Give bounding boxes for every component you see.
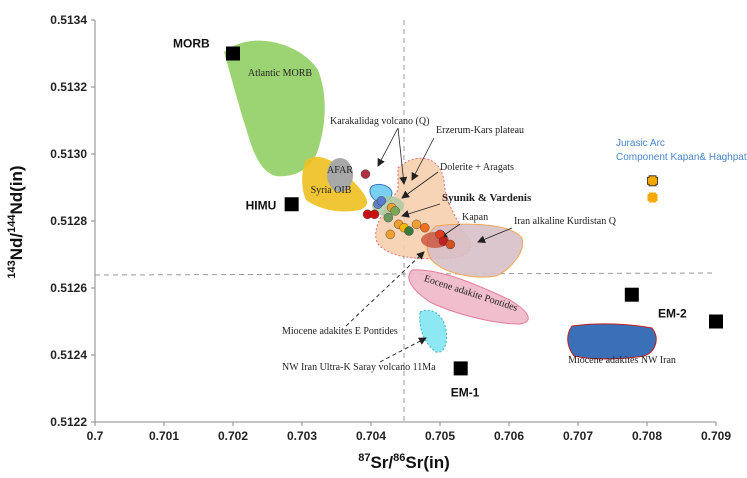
field-iran-alkaline-kurdistan (426, 223, 524, 278)
x-tick-label: 0.708 (632, 429, 662, 443)
field-eocene-adakite-pontides (408, 269, 529, 325)
field-saray-volcano (419, 309, 447, 353)
field-atlantic-morb (224, 40, 325, 177)
x-tick-label: 0.703 (287, 429, 317, 443)
y-axis-ticks: 0.5122 0.5124 0.5126 0.5128 0.5130 0.5132 0.51… (50, 13, 95, 429)
annotation-karakalidag: Karakalidag volcano (Q) (330, 116, 429, 127)
y-tick-label: 0.5122 (50, 415, 87, 429)
annotation-erzerum-kars: Erzerum-Kars plateau (436, 125, 524, 136)
end-member-marker (709, 314, 723, 329)
x-tick-label: 0.7 (87, 429, 104, 443)
end-member-label: EM-1 (451, 385, 480, 399)
annotation-iran-alkaline: Iran alkaline Kurdistan Q (514, 216, 617, 227)
annotation-saray-volcano: NW Iran Ultra-K Saray volcano 11Ma (282, 362, 436, 373)
x-tick-label: 0.706 (494, 429, 524, 443)
label-syria-oib: Syria OIB (311, 185, 352, 196)
sample-point (390, 206, 400, 216)
arrow-erzerum (411, 137, 435, 181)
arrow-karakalidag-2 (377, 127, 399, 167)
jurassic-arc-label-line1: Jurasic Arc (616, 138, 665, 149)
end-member-marker (226, 46, 240, 61)
sample-point (445, 239, 456, 250)
y-tick-label: 0.5134 (50, 13, 87, 27)
arrow-syunik (401, 203, 441, 218)
x-tick-label: 0.709 (701, 429, 731, 443)
y-tick-label: 0.5130 (50, 147, 87, 161)
jurassic-arc-point (647, 175, 658, 187)
arrow-e-pontides (345, 251, 425, 327)
x-tick-label: 0.704 (356, 429, 386, 443)
annotation-kapan: Kapan (462, 212, 488, 223)
annotation-miocene-e-pontides: Miocene adakites E Pontides (282, 326, 398, 337)
jurassic-arc-point (647, 192, 658, 203)
reference-line-y (94, 272, 717, 276)
x-tick-label: 0.705 (425, 429, 455, 443)
x-tick-label: 0.707 (563, 429, 593, 443)
x-axis-title: 87Sr/86Sr(in) (358, 452, 450, 472)
annotation-syunik-vardenis: Syunik & Vardenis (442, 192, 532, 204)
sample-point (385, 229, 396, 240)
arrow-saray (379, 337, 427, 363)
x-tick-label: 0.701 (149, 429, 179, 443)
end-member-label: HIMU (246, 198, 277, 212)
jurassic-arc-label-line2: Component Kapan& Haghpat (616, 152, 747, 163)
end-member-marker (453, 361, 468, 376)
sample-point (376, 196, 387, 206)
label-miocene-nw-iran: Miocene adakites NW Iran (568, 355, 676, 366)
sample-point (420, 222, 430, 233)
sample-point (369, 209, 380, 220)
end-member-label: MORB (173, 37, 210, 51)
y-axis-title: 143Nd/144Nd(in) (6, 165, 26, 278)
arrow-iran-alkaline (477, 227, 513, 244)
y-tick-label: 0.5128 (50, 214, 87, 228)
y-tick-label: 0.5126 (50, 281, 87, 295)
sample-point (404, 226, 414, 236)
end-member-marker (624, 287, 639, 302)
sample-point (411, 219, 422, 230)
sample-point (383, 212, 393, 223)
annotation-dolerite-aragats: Dolerite + Aragats (440, 162, 514, 173)
x-tick-label: 0.702 (218, 429, 248, 443)
x-axis-ticks: 0.7 0.701 0.702 0.703 0.704 0.705 0.706 0.707 0.… (87, 422, 731, 443)
arrow-dolerite (401, 171, 439, 199)
field-afar (327, 158, 353, 192)
field-miocene-adakites-nw-iran (567, 323, 657, 360)
end-member-markers: MORB HIMU EM-1 EM-2 (173, 37, 723, 399)
label-afar: AFAR (327, 165, 353, 176)
sample-point (360, 169, 371, 179)
y-tick-label: 0.5124 (50, 348, 87, 362)
end-member-label: EM-2 (658, 307, 687, 321)
y-tick-label: 0.5132 (50, 80, 87, 94)
jurassic-arc-points (647, 175, 658, 203)
sample-points (360, 169, 456, 250)
label-atlantic-line1: Atlantic MORB (248, 68, 312, 79)
end-member-marker (284, 197, 299, 212)
arrow-karakalidag-1 (397, 127, 408, 185)
